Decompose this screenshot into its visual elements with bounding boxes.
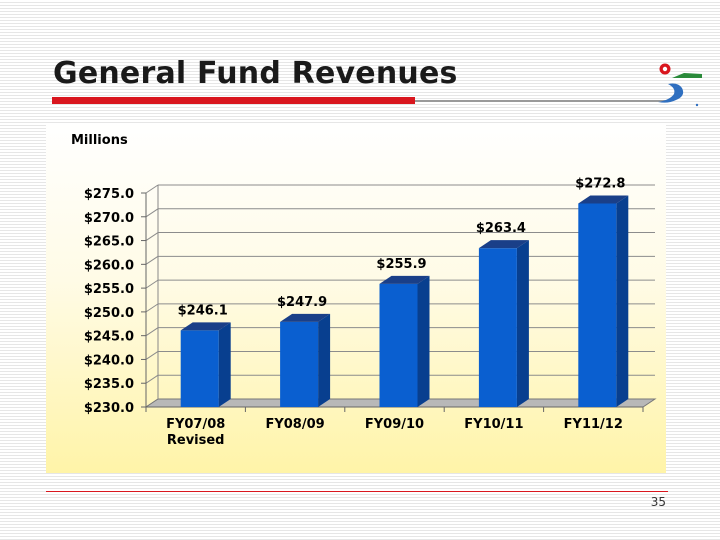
gridline-side bbox=[145, 303, 159, 313]
y-tick-label: $270.0 bbox=[84, 211, 134, 226]
bar-top bbox=[578, 195, 629, 204]
y-axis-label: Millions bbox=[71, 133, 128, 148]
y-tick-label: $255.0 bbox=[84, 282, 134, 297]
gridline-side bbox=[145, 351, 159, 360]
data-label: $247.9 bbox=[277, 295, 327, 310]
bar bbox=[578, 203, 617, 407]
bar-side bbox=[417, 275, 430, 407]
gridline-side bbox=[145, 255, 159, 265]
y-tick-label: $240.0 bbox=[84, 353, 134, 368]
bar-side bbox=[218, 322, 231, 407]
bar-top bbox=[180, 322, 231, 331]
chart-panel bbox=[46, 123, 666, 473]
bar-top bbox=[379, 275, 430, 284]
gridline-side bbox=[145, 232, 159, 241]
bar bbox=[478, 248, 517, 407]
bar-side bbox=[318, 313, 331, 407]
y-tick-label: $250.0 bbox=[84, 306, 134, 321]
revenue-bar-chart: $230.0 $235.0 $240.0 $245.0 $250.0 $255.0 $260… bbox=[71, 133, 657, 448]
x-tick-label: FY09/10 bbox=[365, 417, 424, 432]
gridline-side bbox=[145, 208, 159, 218]
y-tick-label: $230.0 bbox=[84, 401, 134, 416]
title-underline-rule bbox=[415, 100, 667, 102]
bar-top bbox=[478, 240, 529, 249]
city-logo-icon bbox=[658, 63, 702, 107]
y-tick-label: $235.0 bbox=[84, 377, 134, 392]
y-tick-label: $245.0 bbox=[84, 330, 134, 345]
bar-side bbox=[616, 195, 629, 407]
y-tick-label: $275.0 bbox=[84, 187, 134, 202]
bar bbox=[180, 330, 219, 407]
gridline-side bbox=[145, 374, 159, 384]
y-tick-label: $265.0 bbox=[84, 235, 134, 250]
bar bbox=[280, 321, 319, 407]
bar-side bbox=[516, 240, 529, 407]
gridline-side bbox=[145, 184, 159, 194]
page-number: 35 bbox=[650, 495, 666, 509]
data-label: $255.9 bbox=[376, 257, 426, 272]
y-tick-label: $260.0 bbox=[84, 258, 134, 273]
data-label: $263.4 bbox=[476, 221, 526, 236]
x-tick-label: FY07/08 Revised bbox=[166, 417, 225, 448]
bar bbox=[379, 283, 418, 407]
x-tick-label: FY10/11 bbox=[464, 417, 523, 432]
gridline-side bbox=[145, 279, 159, 289]
title-underline-accent bbox=[52, 97, 415, 104]
bar-top bbox=[280, 313, 331, 322]
data-label: $246.1 bbox=[178, 303, 228, 318]
slide-title: General Fund Revenues bbox=[53, 56, 458, 91]
x-tick-label: FY08/09 bbox=[265, 417, 324, 432]
footer-rule bbox=[46, 491, 668, 492]
data-label: $272.8 bbox=[575, 176, 625, 191]
x-tick-label: FY11/12 bbox=[564, 417, 623, 432]
gridline-side bbox=[145, 327, 159, 337]
